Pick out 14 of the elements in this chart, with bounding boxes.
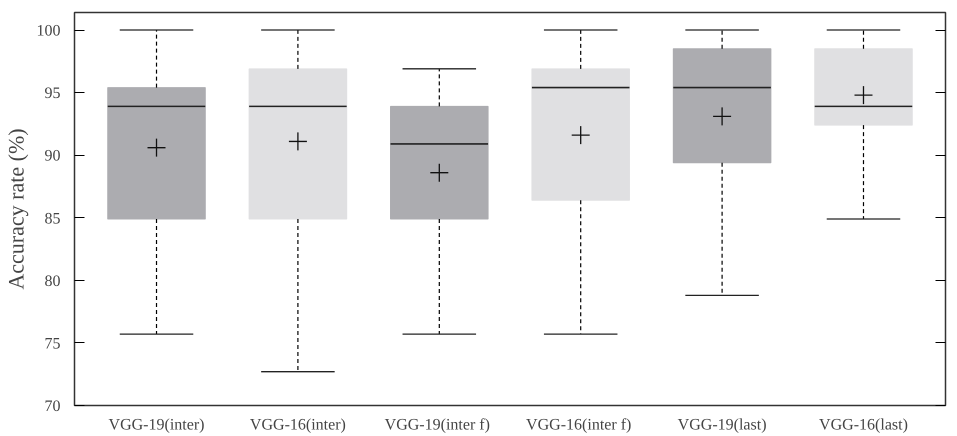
x-tick-label: VGG-16(last) xyxy=(819,416,908,434)
y-tick-label: 85 xyxy=(44,210,60,228)
y-tick-label: 70 xyxy=(44,398,60,415)
x-tick-label: VGG-16(inter f) xyxy=(526,416,632,434)
x-tick-label: VGG-19(last) xyxy=(678,416,767,434)
y-tick-label: 95 xyxy=(44,85,60,102)
x-tick-label: VGG-16(inter) xyxy=(250,416,346,434)
x-tick-label: VGG-19(inter f) xyxy=(384,416,490,434)
y-tick-label: 80 xyxy=(44,272,60,290)
y-tick-label: 75 xyxy=(44,335,60,352)
y-tick-label: 100 xyxy=(36,22,60,40)
x-tick-label: VGG-19(inter) xyxy=(108,416,204,434)
y-axis-title: Accuracy rate (%) xyxy=(4,128,28,290)
y-tick-label: 90 xyxy=(44,148,60,165)
